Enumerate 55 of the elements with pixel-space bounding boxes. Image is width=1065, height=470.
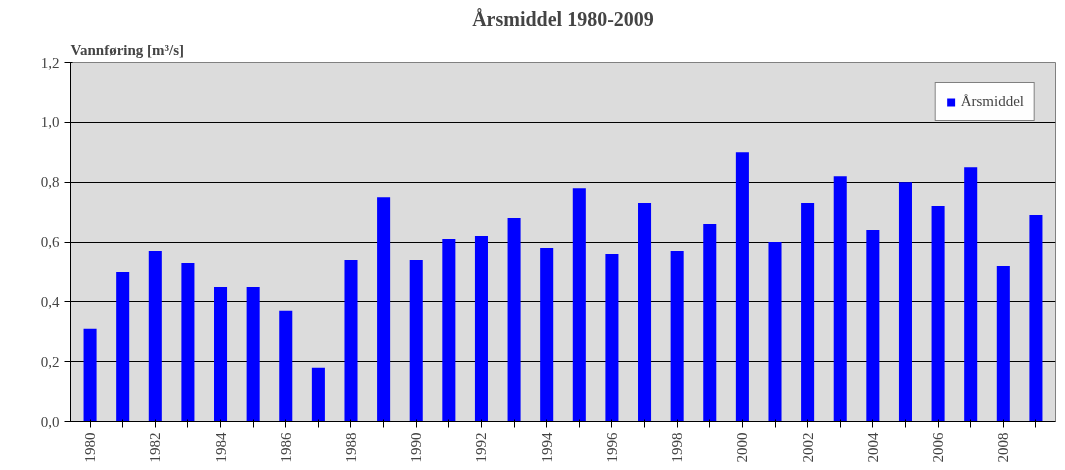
- x-tick-label: 1992: [473, 432, 490, 463]
- bar: [670, 250, 684, 422]
- bar: [246, 286, 260, 422]
- x-tick-label: 1988: [343, 432, 359, 463]
- bar: [898, 182, 912, 422]
- x-tick-label: 1982: [147, 432, 164, 463]
- chart-title: Årsmiddel 1980-2009: [472, 7, 654, 30]
- bar: [1029, 215, 1043, 422]
- bar: [866, 230, 880, 422]
- bar: [833, 176, 847, 422]
- x-tick-label: 2000: [734, 432, 751, 463]
- x-tick-label: 1996: [603, 432, 620, 463]
- bar: [214, 286, 228, 422]
- bar: [605, 253, 619, 422]
- bar: [540, 247, 554, 422]
- y-tick-label: 0,6: [40, 234, 60, 250]
- y-tick-label: 1,0: [40, 114, 60, 131]
- bar: [768, 242, 782, 422]
- y-axis-title: Vannføring [m³/s]: [70, 41, 185, 58]
- y-tick-label: 1,2: [40, 54, 60, 71]
- bar: [116, 271, 130, 422]
- y-tick-label: 0,2: [40, 353, 60, 370]
- x-tick-label: 1990: [408, 432, 425, 463]
- bar: [377, 197, 391, 422]
- bar: [931, 206, 945, 422]
- y-tick-label: 0,8: [40, 174, 60, 191]
- x-tick-label: 2008: [995, 432, 1012, 463]
- bar: [409, 259, 423, 422]
- x-tick-label: 1998: [669, 432, 686, 463]
- x-tick-label: 2006: [930, 432, 947, 463]
- bar: [703, 224, 717, 422]
- bar: [964, 167, 978, 422]
- x-tick-label: 1980: [82, 432, 99, 463]
- x-tick-label: 2004: [864, 432, 881, 463]
- y-tick-label: 0,4: [40, 293, 60, 310]
- bar: [83, 328, 97, 422]
- bar: [344, 259, 358, 422]
- x-tick-label: 2002: [799, 432, 816, 463]
- bar: [735, 152, 749, 422]
- bar: [311, 367, 325, 422]
- x-tick-label: 1986: [277, 432, 294, 463]
- bar: [801, 203, 815, 422]
- x-tick-label: 1994: [538, 432, 555, 463]
- bar: [638, 203, 652, 422]
- bar: [572, 188, 586, 422]
- bar: [148, 250, 162, 422]
- bar: [474, 236, 488, 422]
- bar: [279, 310, 293, 422]
- bar: [507, 218, 521, 422]
- x-tick-label: 1984: [212, 432, 229, 463]
- bar: [442, 239, 456, 422]
- bar: [996, 265, 1010, 422]
- y-tick-label: 0,0: [40, 413, 60, 430]
- legend-label: Årsmiddel: [960, 93, 1024, 110]
- bar: [181, 262, 195, 422]
